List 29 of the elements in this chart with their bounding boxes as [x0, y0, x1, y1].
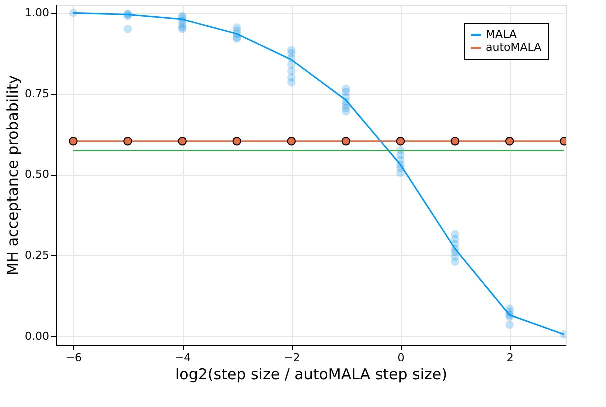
y-axis-title: MH acceptance probability	[4, 75, 22, 276]
point	[450, 137, 460, 146]
point	[505, 137, 514, 146]
y-tick-label: 1.00	[25, 6, 50, 20]
y-tick-label: 0.00	[25, 330, 50, 343]
point	[342, 107, 351, 116]
y-tick-label: 0.75	[25, 87, 50, 100]
point	[178, 137, 187, 146]
x-tick-label: −2	[284, 352, 300, 364]
point	[450, 258, 460, 266]
point	[287, 137, 296, 146]
point	[232, 137, 242, 146]
legend-label: MALA	[486, 28, 518, 41]
point	[124, 137, 132, 146]
point	[396, 168, 406, 178]
legend-label: autoMALA	[486, 41, 542, 54]
y-tick-label: 0.25	[25, 248, 50, 262]
point	[505, 320, 514, 330]
point	[287, 78, 296, 87]
point	[342, 137, 351, 146]
point	[124, 24, 132, 34]
x-tick-label: −6	[66, 352, 82, 364]
x-tick-label: 2	[506, 352, 514, 364]
point	[396, 137, 406, 146]
point	[69, 137, 78, 146]
x-tick-label: 0	[398, 352, 405, 364]
x-tick-label: −4	[174, 352, 192, 364]
y-tick-label: 0.50	[25, 168, 50, 182]
x-axis-title: log2(step size / autoMALA step size)	[176, 366, 448, 384]
